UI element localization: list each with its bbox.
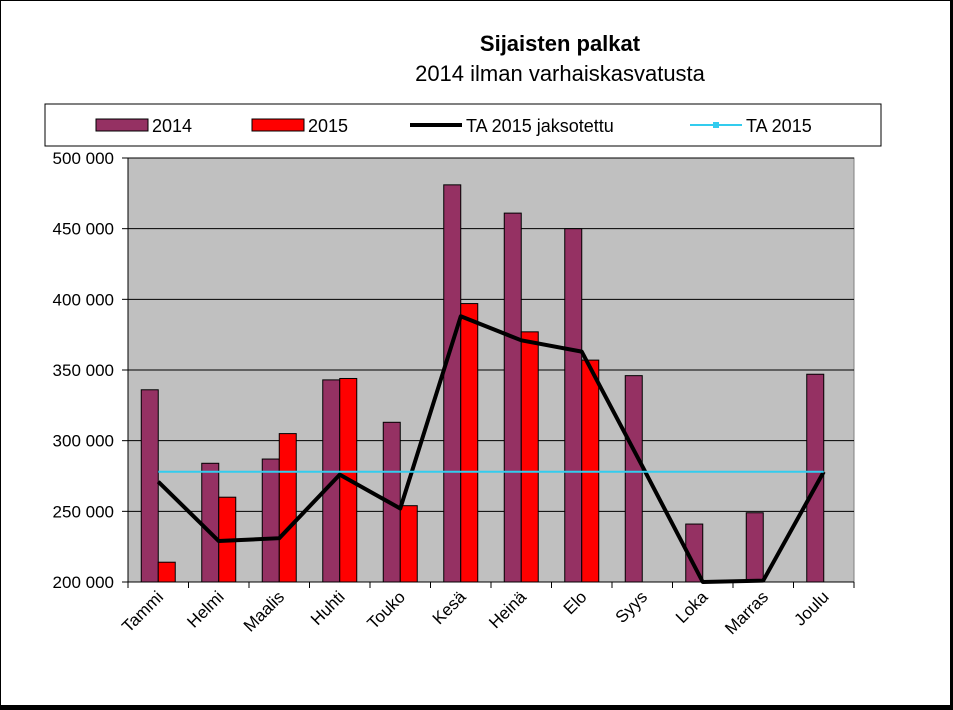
x-tick-label: Tammi	[118, 587, 167, 636]
bar-2014	[140, 389, 159, 583]
bar-2014	[201, 462, 220, 583]
legend-label: 2015	[308, 116, 348, 136]
y-tick-label: 500 000	[53, 149, 114, 168]
bar-2014	[503, 212, 522, 583]
y-axis: 200 000 250 000 300 000 350 000 400 000 450 0…	[53, 149, 129, 592]
bar-2015	[157, 561, 176, 583]
y-tick-label: 450 000	[53, 220, 114, 239]
x-tick-label: Syys	[612, 587, 651, 626]
bar-2014	[564, 228, 583, 583]
x-tick-label: Touko	[364, 587, 410, 633]
x-tick-label: Helmi	[183, 587, 227, 631]
x-tick-label: Maalis	[240, 587, 288, 635]
legend-label: TA 2015 jaksotettu	[466, 116, 614, 136]
y-tick-label: 400 000	[53, 290, 114, 309]
x-tick-label: Elo	[560, 587, 591, 618]
bar-2014	[624, 375, 643, 583]
y-tick-label: 300 000	[53, 432, 114, 451]
bar-2015	[278, 433, 297, 583]
chart-title: Sijaisten palkat	[480, 31, 641, 56]
x-tick-label: Huhti	[307, 587, 348, 628]
y-tick-label: 200 000	[53, 573, 114, 592]
bar-2015	[460, 303, 479, 583]
legend-swatch	[251, 118, 305, 132]
legend-marker	[713, 122, 719, 128]
bar-2014	[443, 184, 462, 583]
chart-subtitle: 2014 ilman varhaiskasvatusta	[415, 61, 706, 86]
bars	[140, 184, 825, 583]
legend-label: TA 2015	[746, 116, 812, 136]
bar-2015	[520, 331, 539, 583]
x-tick-label: Heinä	[485, 587, 530, 632]
x-tick-label: Marras	[721, 587, 772, 638]
legend-swatch	[95, 118, 149, 132]
y-tick-label: 350 000	[53, 361, 114, 380]
bar-2014	[745, 512, 764, 583]
legend: 2014 2015 TA 2015 jaksotettu TA 2015	[44, 103, 882, 147]
x-tick-label: Kesä	[429, 587, 470, 628]
legend-label: 2014	[152, 116, 192, 136]
x-tick-label: Joulu	[790, 587, 832, 629]
bar-2014	[261, 458, 280, 583]
bar-2015	[399, 505, 418, 583]
y-tick-label: 250 000	[53, 502, 114, 521]
x-axis: Tammi Helmi Maalis Huhti Touko Kesä Heinä Elo Sy…	[118, 581, 855, 638]
x-tick-label: Loka	[672, 587, 712, 627]
